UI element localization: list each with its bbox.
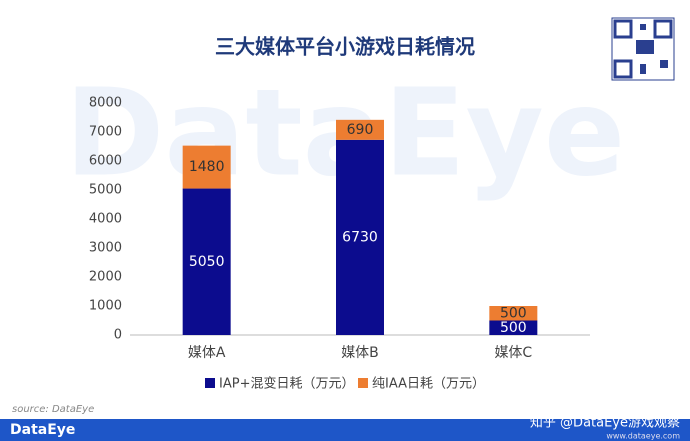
bar-segment bbox=[489, 320, 538, 335]
data-label: 5050 bbox=[189, 254, 225, 270]
bar-segment bbox=[336, 119, 384, 140]
footer-credit: 知乎 @DataEye游戏观察 bbox=[530, 415, 680, 431]
data-label: 500 bbox=[500, 305, 527, 321]
qr-code bbox=[611, 17, 675, 81]
bar-segment bbox=[489, 306, 538, 321]
y-tick-label: 2000 bbox=[89, 270, 122, 285]
bar-segment bbox=[182, 188, 231, 335]
y-tick-label: 0 bbox=[114, 328, 122, 343]
footer-band bbox=[0, 419, 690, 441]
y-tick-label: 3000 bbox=[89, 241, 122, 256]
chart-title: 三大媒体平台小游戏日耗情况 bbox=[215, 35, 475, 59]
data-label: 6730 bbox=[342, 229, 378, 245]
bar-segment bbox=[336, 139, 384, 335]
y-tick-label: 5000 bbox=[89, 183, 122, 198]
footer-site: www.dataeye.com bbox=[606, 432, 680, 441]
x-tick-label: 媒体C bbox=[494, 345, 532, 361]
y-tick-label: 7000 bbox=[89, 125, 122, 140]
source: source: DataEye bbox=[12, 404, 94, 415]
y-tick-label: 1000 bbox=[89, 299, 122, 314]
bar-segment bbox=[182, 145, 231, 189]
x-tick-label: 媒体B bbox=[341, 345, 379, 361]
data-label: 1480 bbox=[189, 159, 225, 175]
y-tick-label: 8000 bbox=[89, 96, 122, 111]
y-tick-label: 6000 bbox=[89, 154, 122, 169]
data-label: 500 bbox=[500, 320, 527, 336]
x-tick-label: 媒体A bbox=[188, 345, 226, 361]
legend-label: 纯IAA日耗（万元） bbox=[372, 377, 485, 392]
data-label: 690 bbox=[347, 122, 374, 138]
legend-swatch bbox=[205, 378, 215, 388]
footer-logo: DataEye bbox=[10, 422, 75, 438]
legend-swatch bbox=[358, 378, 368, 388]
legend-label: IAP+混变日耗（万元） bbox=[219, 376, 354, 392]
y-tick-label: 4000 bbox=[89, 212, 122, 227]
